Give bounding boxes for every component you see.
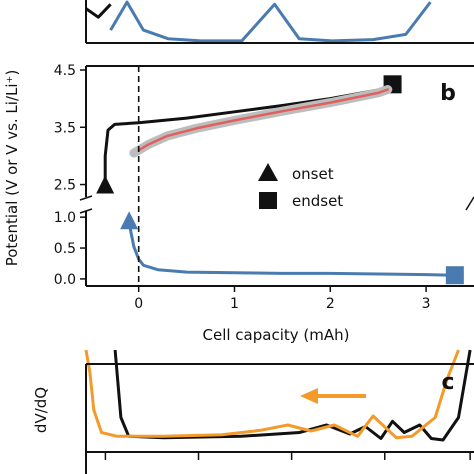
anode-curve-onset-marker xyxy=(120,211,139,230)
panel-c-series-group xyxy=(84,349,472,442)
anode-curve-endset-marker xyxy=(445,266,464,285)
legend-endset-label: endset xyxy=(292,192,343,210)
panel-b: 0 1 2 3 2.5 3.5 4.5 0.0 0.5 1.0 b onset endset Ce… xyxy=(3,63,474,344)
panel-c: dV/dQ c xyxy=(32,349,474,474)
legend-onset-label: onset xyxy=(292,165,334,183)
y-axis-title: Potential (V or V vs. Li/Li⁺) xyxy=(3,70,21,267)
x-tick-label-3: 3 xyxy=(422,296,431,312)
panel-a-series-group xyxy=(85,0,432,43)
x-tick-label-1: 1 xyxy=(230,296,239,312)
panel-c-series-1 xyxy=(84,349,460,440)
panel-b-label: b xyxy=(440,81,456,106)
x-tick-label-0: 0 xyxy=(134,296,143,312)
axis-break-mark-right xyxy=(465,196,474,211)
panel-a-series-0 xyxy=(85,3,112,19)
axis-break-mark-upper xyxy=(79,195,93,201)
panel-a-series-1 xyxy=(109,0,432,43)
panel-b-ticks: 0 1 2 3 2.5 3.5 4.5 0.0 0.5 1.0 xyxy=(54,63,431,312)
direction-arrow-head xyxy=(300,388,318,404)
axis-break-mark-lower xyxy=(79,208,93,214)
cell-curve-onset-marker xyxy=(96,175,115,194)
x-axis-title: Cell capacity (mAh) xyxy=(203,326,350,344)
y-lower-tick-label-2: 1.0 xyxy=(54,210,76,226)
panel-a-fragment xyxy=(85,0,474,44)
panel-c-y-axis-title: dV/dQ xyxy=(32,387,50,433)
y-upper-tick-label-2: 4.5 xyxy=(54,63,76,79)
panel-b-series-group xyxy=(96,75,464,285)
y-upper-tick-label-1: 3.5 xyxy=(54,120,76,136)
panel-c-label: c xyxy=(441,370,454,395)
y-lower-tick-label-1: 0.5 xyxy=(54,241,76,257)
anode-curve xyxy=(127,218,457,277)
direction-arrow xyxy=(300,388,366,404)
y-lower-tick-label-0: 0.0 xyxy=(54,272,76,288)
cathode-fit xyxy=(137,88,390,152)
legend-onset-marker xyxy=(258,163,278,181)
y-upper-tick-label-0: 2.5 xyxy=(54,178,76,194)
x-tick-label-2: 2 xyxy=(326,296,335,312)
legend-endset-marker xyxy=(259,192,277,209)
legend: onset endset xyxy=(258,163,343,210)
panel-c-ticks xyxy=(104,452,471,460)
